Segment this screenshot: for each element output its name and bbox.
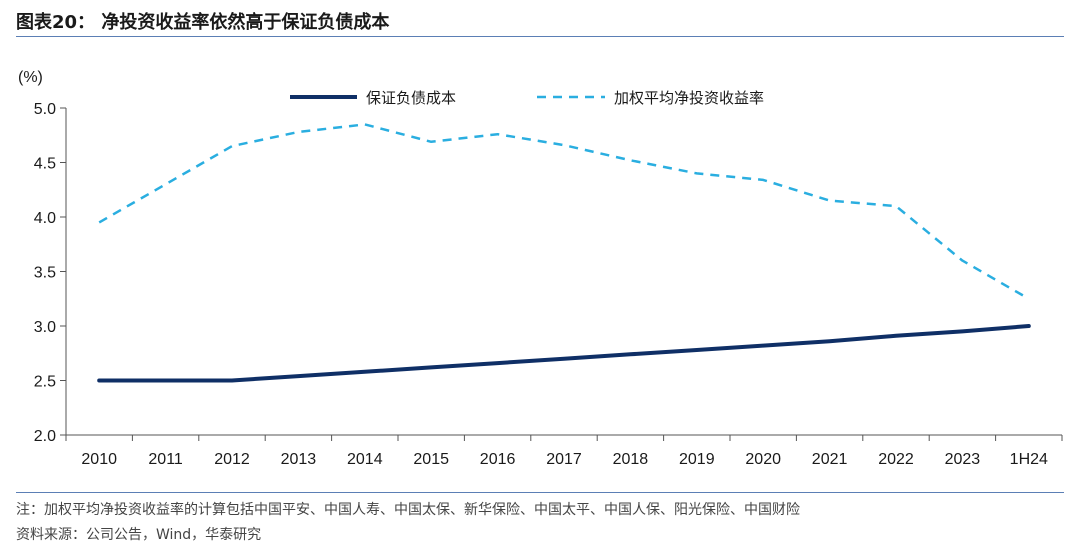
legend-label-1: 保证负债成本 bbox=[366, 89, 456, 107]
series-line-2 bbox=[98, 123, 1030, 300]
x-tick-label: 2019 bbox=[679, 451, 715, 468]
x-tick-label: 2012 bbox=[214, 451, 250, 468]
legend-label-2: 加权平均净投资收益率 bbox=[614, 89, 764, 107]
series-line-1 bbox=[97, 324, 1031, 383]
y-tick-label: 4.5 bbox=[34, 156, 56, 173]
chart-series bbox=[97, 123, 1031, 383]
footer-divider bbox=[16, 492, 1064, 493]
y-tick-label: 5.0 bbox=[34, 101, 56, 118]
x-tick-label: 2020 bbox=[745, 451, 781, 468]
x-tick-label: 2018 bbox=[613, 451, 649, 468]
title-divider bbox=[16, 36, 1064, 37]
chart-legend: 保证负债成本 加权平均净投资收益率 bbox=[290, 89, 764, 107]
y-axis-unit-label: (%) bbox=[18, 69, 43, 86]
y-tick-label: 4.0 bbox=[34, 210, 56, 227]
source-note: 资料来源：公司公告，Wind，华泰研究 bbox=[16, 527, 262, 543]
x-tick-label: 2015 bbox=[413, 451, 449, 468]
x-tick-label: 2011 bbox=[148, 451, 183, 468]
x-tick-label: 2021 bbox=[812, 451, 848, 468]
chart-title: 图表20： 净投资收益率依然高于保证负债成本 bbox=[16, 12, 390, 33]
footnote: 注：加权平均净投资收益率的计算包括中国平安、中国人寿、中国太保、新华保险、中国太… bbox=[16, 502, 800, 518]
y-tick-label: 3.5 bbox=[34, 265, 56, 282]
x-tick-label: 2013 bbox=[281, 451, 317, 468]
x-tick-label: 1H24 bbox=[1010, 451, 1048, 468]
line-chart: 2.0 2.5 3.0 3.5 4.0 4.5 5.0 2010 2011 2012 2013 201… bbox=[18, 69, 1063, 468]
x-tick-label: 2010 bbox=[81, 451, 117, 468]
chart-ticks: 2.0 2.5 3.0 3.5 4.0 4.5 5.0 2010 2011 2012 2013 201… bbox=[34, 101, 1063, 468]
y-tick-label: 2.0 bbox=[34, 428, 56, 445]
x-tick-label: 2016 bbox=[480, 451, 516, 468]
x-tick-label: 2017 bbox=[546, 451, 582, 468]
x-tick-label: 2023 bbox=[945, 451, 981, 468]
y-tick-label: 3.0 bbox=[34, 319, 56, 336]
x-tick-label: 2022 bbox=[878, 451, 914, 468]
y-tick-label: 2.5 bbox=[34, 374, 56, 391]
x-tick-label: 2014 bbox=[347, 451, 383, 468]
